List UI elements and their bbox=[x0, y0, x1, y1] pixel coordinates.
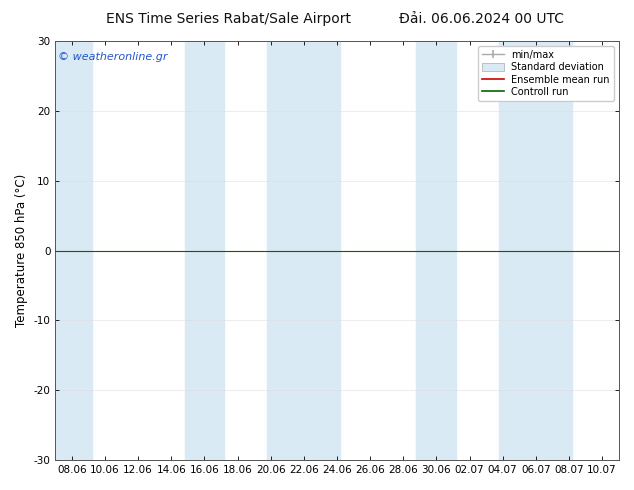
Text: © weatheronline.gr: © weatheronline.gr bbox=[58, 51, 167, 62]
Legend: min/max, Standard deviation, Ensemble mean run, Controll run: min/max, Standard deviation, Ensemble me… bbox=[478, 46, 614, 101]
Bar bbox=[184, 41, 224, 460]
Bar bbox=[500, 41, 573, 460]
Text: Đải. 06.06.2024 00 UTC: Đải. 06.06.2024 00 UTC bbox=[399, 12, 564, 26]
Bar bbox=[52, 41, 92, 460]
Bar bbox=[268, 41, 340, 460]
Bar bbox=[417, 41, 456, 460]
Y-axis label: Temperature 850 hPa (°C): Temperature 850 hPa (°C) bbox=[15, 174, 28, 327]
Text: ENS Time Series Rabat/Sale Airport: ENS Time Series Rabat/Sale Airport bbox=[106, 12, 351, 26]
